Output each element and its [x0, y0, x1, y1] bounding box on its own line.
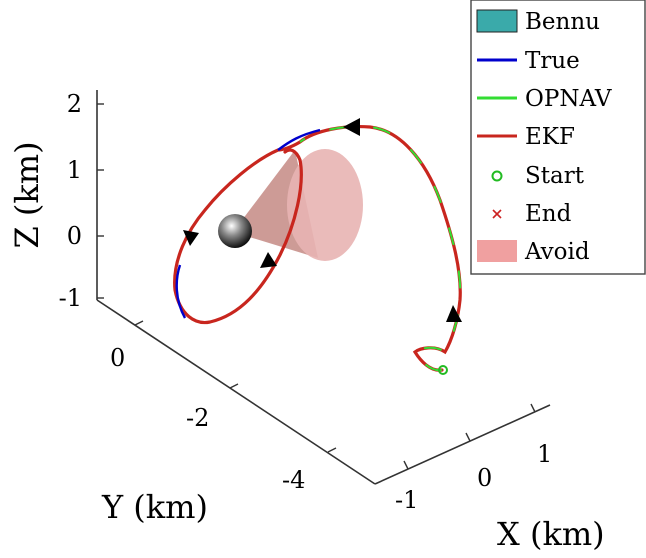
y-tick-label: -4 — [282, 466, 305, 494]
legend-swatch-bennu — [476, 9, 518, 33]
x-tick — [530, 403, 536, 413]
legend-label-start: Start — [525, 163, 585, 189]
x-axis-label: X (km) — [497, 515, 605, 553]
legend-label-ekf: EKF — [525, 124, 575, 150]
y-tick — [134, 320, 144, 326]
direction-arrow — [343, 118, 360, 136]
y-axis-label: Y (km) — [101, 488, 208, 526]
legend-swatch-start — [491, 170, 503, 182]
z-tick-label: -1 — [59, 284, 82, 312]
trajectory-opnav-line — [299, 125, 462, 372]
x-tick — [403, 460, 409, 470]
bennu-asteroid — [218, 214, 252, 248]
legend-label-bennu: Bennu — [525, 9, 600, 35]
legend-label-avoid: Avoid — [524, 239, 590, 265]
y-tick — [327, 447, 337, 453]
start-marker — [438, 365, 448, 375]
direction-arrow — [446, 305, 462, 322]
x-tick — [465, 432, 471, 442]
trajectory-true-line — [175, 128, 321, 319]
y-tick-label: -2 — [186, 404, 209, 432]
y-tick — [229, 383, 239, 389]
x-tick-label: 0 — [477, 464, 492, 492]
x-axis-line — [374, 404, 551, 485]
z-tick-label: 2 — [67, 90, 82, 118]
x-tick-label: -1 — [395, 486, 418, 514]
axes: 2 1 0 -1 0 -2 -4 -1 0 1 Z (km) Y (km) X … — [8, 90, 605, 553]
y-tick-label: 0 — [110, 344, 125, 372]
trajectory-ekf-line — [173, 124, 462, 372]
avoid-cone — [233, 149, 363, 261]
z-tick-label: 0 — [67, 222, 82, 250]
legend-label-opnav: OPNAV — [525, 86, 612, 112]
x-tick-label: 1 — [537, 440, 552, 468]
legend: Bennu True OPNAV EKF Start End Avoid — [470, 0, 646, 275]
avoid-cone-base — [287, 149, 363, 261]
legend-label-end: End — [525, 201, 572, 227]
z-tick-label: 1 — [67, 156, 82, 184]
legend-swatch-end — [492, 209, 502, 219]
legend-label-true: True — [525, 48, 580, 74]
y-axis-line — [96, 299, 376, 485]
direction-arrow — [183, 230, 199, 246]
legend-swatch-avoid — [477, 240, 517, 262]
z-axis-label: Z (km) — [8, 141, 46, 248]
direction-arrow — [260, 252, 277, 268]
trajectory — [173, 118, 462, 375]
